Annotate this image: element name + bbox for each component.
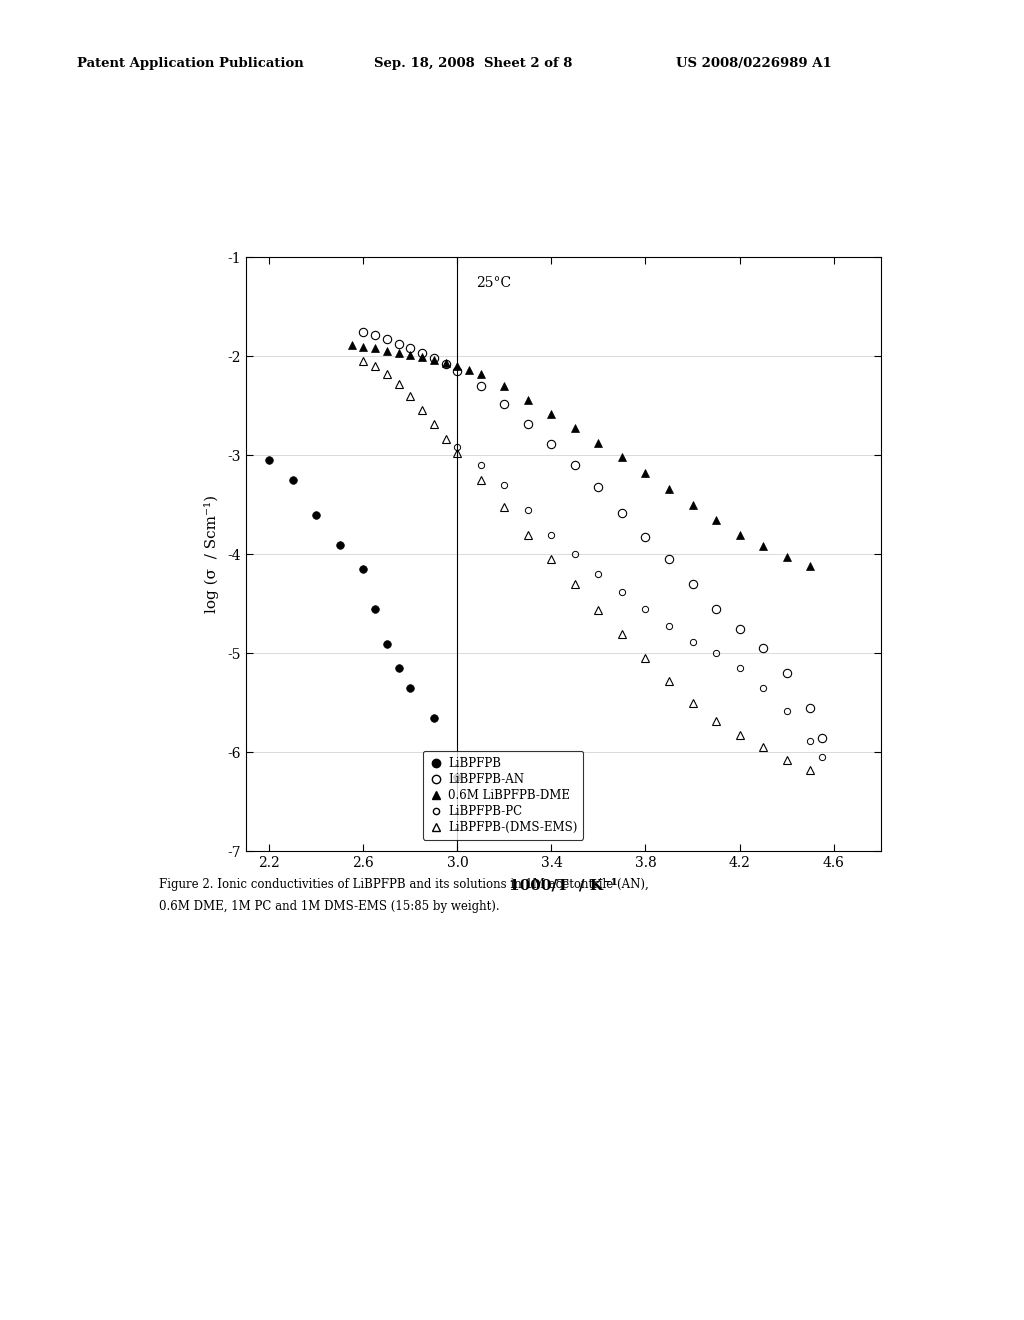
Legend: LiBPFPB, LiBPFPB-AN, 0.6M LiBPFPB-DME, LiBPFPB-PC, LiBPFPB-(DMS-EMS): LiBPFPB, LiBPFPB-AN, 0.6M LiBPFPB-DME, L… — [423, 751, 583, 840]
Text: 25°C: 25°C — [476, 276, 511, 290]
Text: 0.6M DME, 1M PC and 1M DMS-EMS (15:85 by weight).: 0.6M DME, 1M PC and 1M DMS-EMS (15:85 by… — [159, 900, 500, 913]
Text: US 2008/0226989 A1: US 2008/0226989 A1 — [676, 57, 831, 70]
Text: Figure 2. Ionic conductivities of LiBPFPB and its solutions in 1M acetontrile (A: Figure 2. Ionic conductivities of LiBPFP… — [159, 878, 648, 891]
Y-axis label: log (σ  / Scm⁻¹): log (σ / Scm⁻¹) — [204, 495, 219, 614]
Text: Sep. 18, 2008  Sheet 2 of 8: Sep. 18, 2008 Sheet 2 of 8 — [374, 57, 572, 70]
X-axis label: 1000/T  / K⁻¹: 1000/T / K⁻¹ — [509, 879, 617, 892]
Text: Patent Application Publication: Patent Application Publication — [77, 57, 303, 70]
